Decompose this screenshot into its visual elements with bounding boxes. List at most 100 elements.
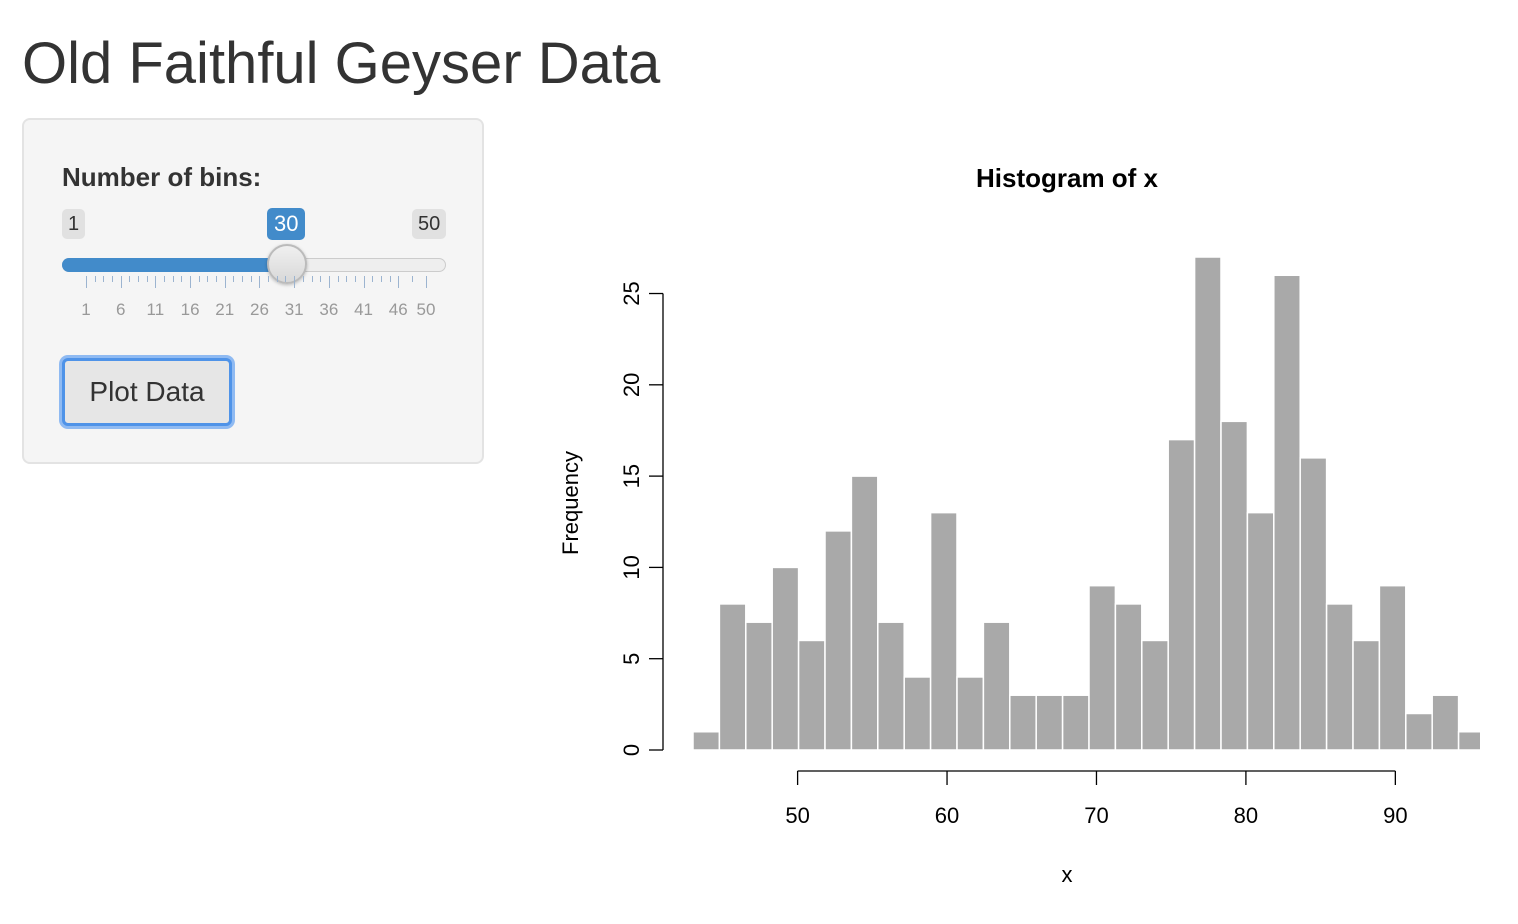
histogram-bar (1061, 694, 1090, 751)
slider-minor-tick (268, 276, 270, 282)
slider-min-label: 1 (62, 209, 86, 239)
slider-tick-label: 36 (319, 300, 339, 319)
slider-fill-bar (62, 258, 288, 272)
x-axis-label: x (1062, 862, 1073, 887)
histogram-bar (877, 621, 905, 751)
slider-minor-tick (372, 276, 374, 282)
histogram-bar (1141, 639, 1169, 751)
slider-minor-tick (302, 276, 304, 282)
histogram-bar (1352, 639, 1381, 751)
histogram-bar (903, 676, 932, 751)
slider-max-label: 50 (412, 209, 447, 239)
slider-value-label: 30 (267, 208, 306, 240)
slider-tick-grid: 1 6 11 16 21 26 31 36 41 46 50 (24, 270, 486, 330)
slider-minor-tick (103, 276, 105, 282)
slider-minor-tick (250, 276, 252, 282)
x-tick-label: 60 (935, 803, 959, 828)
slider-major-tick (328, 276, 330, 288)
slider-minor-tick (198, 276, 200, 282)
slider-tick-label: 50 (416, 300, 436, 319)
histogram-bar (797, 639, 826, 751)
slider-minor-tick (94, 276, 96, 282)
slider-minor-tick (354, 276, 356, 282)
slider-major-tick (120, 276, 122, 288)
histogram-bar (1167, 438, 1196, 751)
x-tick-label: 70 (1084, 803, 1108, 828)
bins-slider-label: Number of bins: (62, 162, 262, 192)
slider-tick-label: 21 (215, 300, 235, 319)
x-tick-label: 80 (1234, 803, 1258, 828)
histogram-bar (745, 621, 773, 751)
slider-minor-tick (207, 276, 209, 282)
page-title: Old Faithful Geyser Data (22, 31, 661, 96)
slider-major-tick (259, 276, 261, 288)
histogram-bar (1035, 694, 1064, 751)
slider-minor-tick (285, 276, 287, 282)
histogram-bar (1431, 694, 1460, 751)
slider-major-tick (398, 276, 400, 288)
histogram-bar (1299, 457, 1328, 751)
y-tick-label: 10 (619, 555, 644, 579)
histogram-bar (1405, 712, 1433, 751)
y-tick-label: 15 (619, 464, 644, 488)
slider-tick-label: 16 (180, 300, 200, 319)
slider-minor-tick (233, 276, 235, 282)
slider-minor-tick (172, 276, 174, 282)
histogram-bar (1246, 511, 1275, 751)
histogram-bar (850, 475, 879, 751)
histogram-bar (1273, 274, 1301, 751)
histogram-bar (718, 603, 747, 751)
slider-minor-tick (337, 276, 339, 282)
histogram-bar (1457, 730, 1480, 751)
histogram-bar (771, 566, 800, 751)
histogram-bar (1325, 603, 1354, 751)
histogram-bar (1114, 603, 1143, 751)
slider-minor-tick (216, 276, 218, 282)
y-tick-label: 5 (619, 653, 644, 665)
slider-major-tick (155, 276, 157, 288)
slider-tick-label: 1 (81, 300, 91, 319)
slider-handle[interactable] (267, 244, 308, 284)
histogram-bar (1009, 694, 1037, 751)
histogram-bar (1193, 256, 1222, 751)
slider-major-tick (363, 276, 365, 288)
slider-tick-label: 6 (115, 300, 126, 319)
slider-minor-tick (389, 276, 391, 282)
slider-major-tick (294, 276, 296, 288)
histogram-bar (1088, 584, 1117, 751)
histogram-bar (982, 621, 1011, 751)
slider-minor-tick (380, 276, 382, 282)
slider-minor-tick (311, 276, 313, 282)
slider-minor-tick (276, 276, 278, 282)
slider-minor-tick (320, 276, 322, 282)
slider-tick-label: 46 (388, 300, 408, 319)
slider-major-tick (224, 276, 226, 288)
y-tick-label: 20 (619, 373, 644, 397)
slider-minor-tick (146, 276, 148, 282)
y-tick-label: 0 (619, 744, 644, 756)
histogram-bar (929, 511, 958, 751)
slider-tick-label: 26 (250, 300, 269, 319)
slider-minor-tick (242, 276, 244, 282)
histogram-bar (1220, 420, 1249, 751)
histogram-bar (692, 730, 721, 751)
slider-major-tick (190, 276, 192, 288)
slider-minor-tick (412, 276, 414, 282)
histogram-bar (1378, 584, 1407, 751)
slider-minor-tick (138, 276, 140, 282)
plot-data-button[interactable]: Plot Data (62, 358, 232, 426)
histogram-bar (956, 676, 985, 751)
slider-minor-tick (346, 276, 348, 282)
slider-minor-tick (129, 276, 131, 282)
slider-minor-tick (112, 276, 114, 282)
histogram-chart: 0 5 10 15 20 25 50 60 70 80 90 Histogram of x x Frequ… (558, 163, 1480, 887)
slider-tick-label: 11 (146, 300, 165, 319)
slider-major-tick (86, 276, 87, 288)
slider-tick-label: 41 (354, 300, 374, 319)
slider-tick-label: 31 (284, 300, 304, 319)
histogram-bar (824, 530, 853, 751)
y-axis-label: Frequency (558, 451, 583, 555)
chart-title: Histogram of x (976, 163, 1159, 193)
slider-minor-tick (164, 276, 166, 282)
x-tick-label: 50 (785, 803, 809, 828)
